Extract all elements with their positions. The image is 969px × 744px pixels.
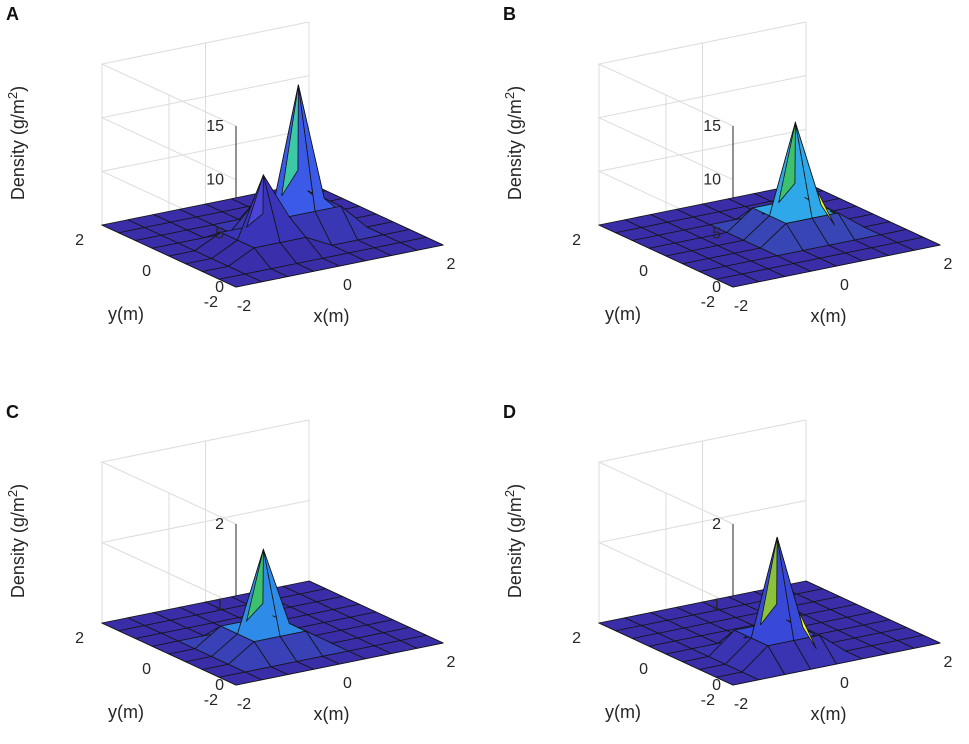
- z-tick-label: 0: [215, 677, 224, 694]
- peak-accent-face: [816, 189, 836, 226]
- panel-label: B: [503, 4, 516, 24]
- z-tick-label: 10: [206, 172, 224, 189]
- x-tick-label: 0: [840, 675, 849, 692]
- z-tick-label: 2: [215, 516, 224, 533]
- z-label-close: ): [505, 484, 525, 490]
- z-label-text: Density (g/m: [505, 497, 525, 598]
- z-tick-label: 2: [712, 516, 721, 533]
- y-tick-label: -2: [701, 692, 715, 709]
- z-tick-label: 1: [712, 597, 721, 614]
- y-tick-label: 2: [572, 232, 581, 249]
- x-tick-label: 2: [447, 256, 456, 273]
- z-label-close: ): [8, 484, 28, 490]
- z-label-text: Density (g/m: [505, 99, 525, 200]
- surface: [100, 547, 445, 686]
- panel-label: D: [503, 402, 516, 422]
- z-label-text: Density (g/m: [8, 99, 28, 200]
- y-tick-label: 2: [75, 630, 84, 647]
- surface: [100, 84, 445, 288]
- peak-ridge-face: [281, 84, 299, 197]
- z-label-superscript: 2: [502, 92, 517, 99]
- y-tick-label: -2: [701, 294, 715, 311]
- x-axis-label: x(m): [314, 306, 350, 326]
- z-label-close: ): [8, 86, 28, 92]
- z-tick-label: 0: [215, 279, 224, 296]
- x-tick-label: 0: [343, 675, 352, 692]
- z-tick-label: 15: [703, 118, 721, 135]
- z-tick-label: 5: [712, 225, 721, 242]
- z-label-close: ): [505, 86, 525, 92]
- y-tick-label: -2: [204, 692, 218, 709]
- x-tick-label: 0: [343, 277, 352, 294]
- x-tick-label: -2: [237, 696, 251, 713]
- z-axis-label: Density (g/m2): [5, 484, 28, 598]
- x-tick-label: -2: [237, 298, 251, 315]
- surface-patch: [399, 634, 445, 649]
- x-axis-label: x(m): [314, 704, 350, 724]
- x-tick-label: -2: [734, 298, 748, 315]
- peak-ridge-face: [759, 536, 778, 626]
- z-label-text: Density (g/m: [8, 497, 28, 598]
- surface: [597, 536, 942, 686]
- peak-ridge-face: [245, 549, 264, 623]
- x-tick-label: 0: [840, 277, 849, 294]
- z-tick-label: 0: [712, 279, 721, 296]
- y-tick-label: 0: [142, 263, 151, 280]
- x-tick-label: 2: [944, 256, 953, 273]
- surface-patch: [896, 634, 942, 649]
- y-tick-label: 0: [142, 661, 151, 678]
- y-axis-label: y(m): [108, 702, 144, 722]
- y-tick-label: 2: [75, 232, 84, 249]
- z-label-superscript: 2: [502, 490, 517, 497]
- surface-patch: [399, 236, 445, 251]
- z-label-superscript: 2: [5, 92, 20, 99]
- surface: [597, 120, 942, 288]
- z-axis-label: Density (g/m2): [502, 86, 525, 200]
- x-tick-label: 2: [944, 654, 953, 671]
- x-tick-label: 2: [447, 654, 456, 671]
- y-tick-label: 0: [639, 263, 648, 280]
- y-tick-label: -2: [204, 294, 218, 311]
- panel-label: A: [6, 4, 19, 24]
- z-axis-label: Density (g/m2): [502, 484, 525, 598]
- y-tick-label: 0: [639, 661, 648, 678]
- z-tick-label: 1: [215, 597, 224, 614]
- y-tick-label: 2: [572, 630, 581, 647]
- x-tick-label: -2: [734, 696, 748, 713]
- z-tick-label: 15: [206, 118, 224, 135]
- panel-label: C: [6, 402, 19, 422]
- y-axis-label: y(m): [605, 304, 641, 324]
- y-axis-label: y(m): [605, 702, 641, 722]
- z-tick-label: 5: [215, 225, 224, 242]
- z-tick-label: 10: [703, 172, 721, 189]
- peak-ridge-face: [778, 122, 796, 203]
- peak-accent-face: [798, 610, 817, 650]
- z-axis-label: Density (g/m2): [5, 86, 28, 200]
- x-axis-label: x(m): [811, 306, 847, 326]
- surface-patch: [896, 236, 942, 251]
- y-axis-label: y(m): [108, 304, 144, 324]
- x-axis-label: x(m): [811, 704, 847, 724]
- peak-ridge-face: [245, 174, 264, 229]
- z-tick-label: 0: [712, 677, 721, 694]
- z-label-superscript: 2: [5, 490, 20, 497]
